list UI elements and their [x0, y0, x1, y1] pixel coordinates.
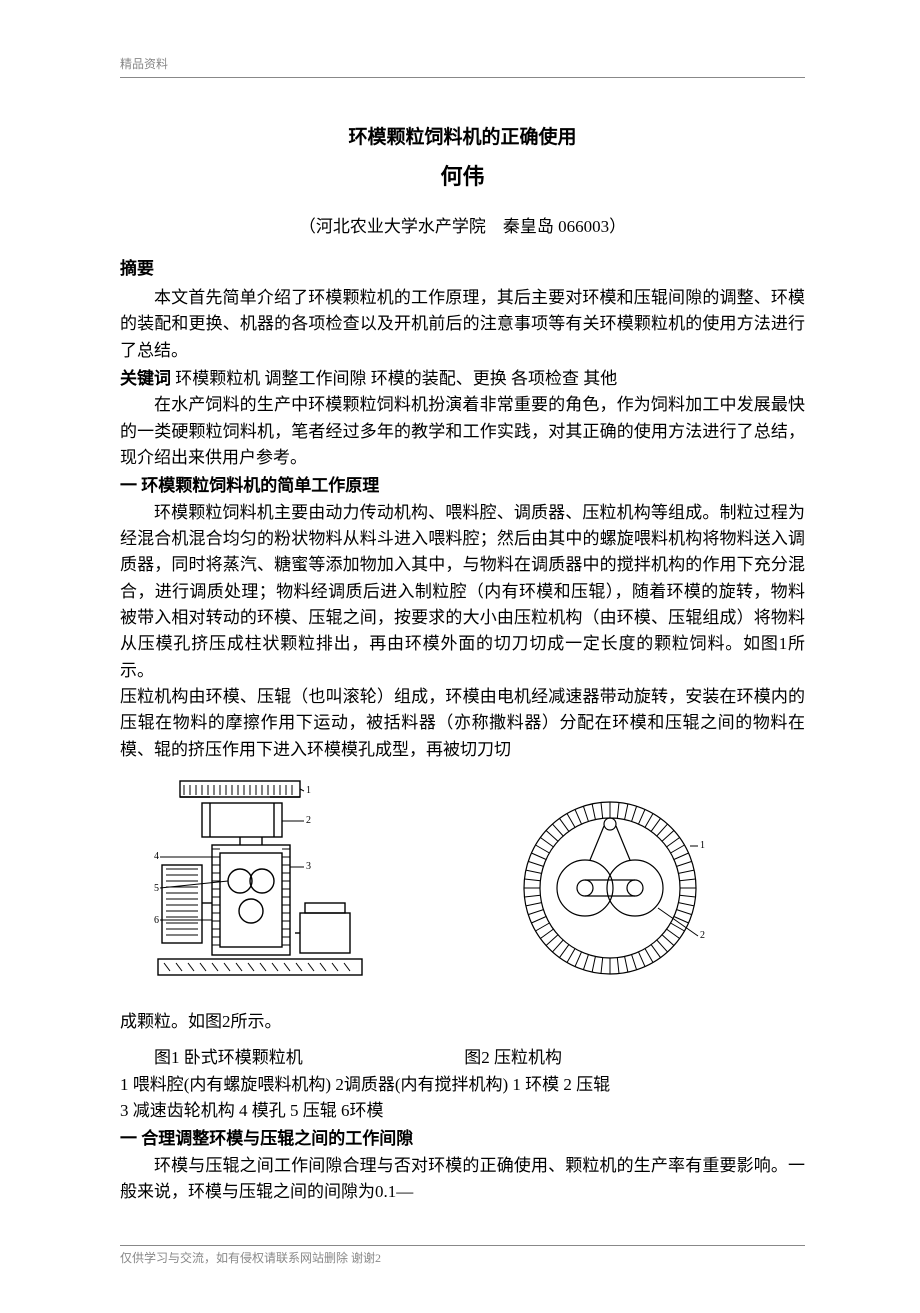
svg-text:2: 2: [306, 815, 311, 826]
keywords-label: 关键词: [120, 369, 171, 388]
fig2-caption: 图2 压粒机构: [464, 1048, 562, 1067]
fig2-svg: 1 2: [510, 788, 710, 988]
fig1-caption: 图1 卧式环模颗粒机: [154, 1048, 303, 1067]
section2-para: 环模与压辊之间工作间隙合理与否对环模的正确使用、颗粒机的生产率有重要影响。一般来…: [120, 1153, 805, 1206]
svg-text:5: 5: [154, 883, 159, 894]
author: 何伟: [120, 160, 805, 194]
svg-text:4: 4: [154, 851, 159, 862]
svg-text:3: 3: [306, 861, 311, 872]
keywords: 关键词 环模颗粒机 调整工作间隙 环模的装配、更换 各项检查 其他: [120, 366, 805, 392]
abstract-label: 摘要: [120, 256, 805, 282]
footer-text: 仅供学习与交流，如有侵权请联系网站删除 谢谢: [120, 1251, 375, 1265]
intro-paragraph: 在水产饲料的生产中环模颗粒饲料机扮演着非常重要的角色，作为饲料加工中发展最快的一…: [120, 392, 805, 471]
spacer: [120, 1035, 805, 1045]
figure-captions: 图1 卧式环模颗粒机 图2 压粒机构: [120, 1045, 805, 1071]
keywords-body: 环模颗粒机 调整工作间隙 环模的装配、更换 各项检查 其他: [171, 369, 617, 388]
figure-1: 1 2 3 4 5 6: [150, 773, 370, 1003]
svg-text:1: 1: [700, 840, 705, 851]
fig1-svg: 1 2 3 4 5 6: [150, 773, 370, 1003]
section1-para2: 压粒机构由环模、压辊（也叫滚轮）组成，环模由电机经减速器带动旋转，安装在环模内的…: [120, 684, 805, 763]
abstract-body: 本文首先简单介绍了环模颗粒机的工作原理，其后主要对环模和压辊间隙的调整、环模的装…: [120, 285, 805, 364]
svg-text:6: 6: [154, 915, 159, 926]
header-meta: 精品资料: [120, 55, 805, 78]
legend-line1: 1 喂料腔(内有螺旋喂料机构) 2调质器(内有搅拌机构) 1 环模 2 压辊: [120, 1072, 805, 1098]
svg-text:2: 2: [700, 930, 705, 941]
affiliation: （河北农业大学水产学院 秦皇岛 066003）: [120, 214, 805, 240]
legend-line2: 3 减速齿轮机构 4 模孔 5 压辊 6环模: [120, 1098, 805, 1124]
caption-gap: [307, 1048, 460, 1067]
svg-text:1: 1: [306, 785, 311, 796]
section1-heading: 一 环模颗粒饲料机的简单工作原理: [120, 473, 805, 499]
section2-heading: 一 合理调整环模与压辊之间的工作间隙: [120, 1126, 805, 1152]
figure-2: 1 2: [510, 788, 710, 988]
footer-meta: 仅供学习与交流，如有侵权请联系网站删除 谢谢2: [120, 1245, 805, 1268]
page-title: 环模颗粒饲料机的正确使用: [120, 123, 805, 152]
figures-row: 1 2 3 4 5 6: [150, 773, 805, 1003]
section1-tail: 成颗粒。如图2所示。: [120, 1009, 805, 1035]
page-number: 2: [375, 1251, 381, 1265]
section1-para1: 环模颗粒饲料机主要由动力传动机构、喂料腔、调质器、压粒机构等组成。制粒过程为经混…: [120, 500, 805, 684]
